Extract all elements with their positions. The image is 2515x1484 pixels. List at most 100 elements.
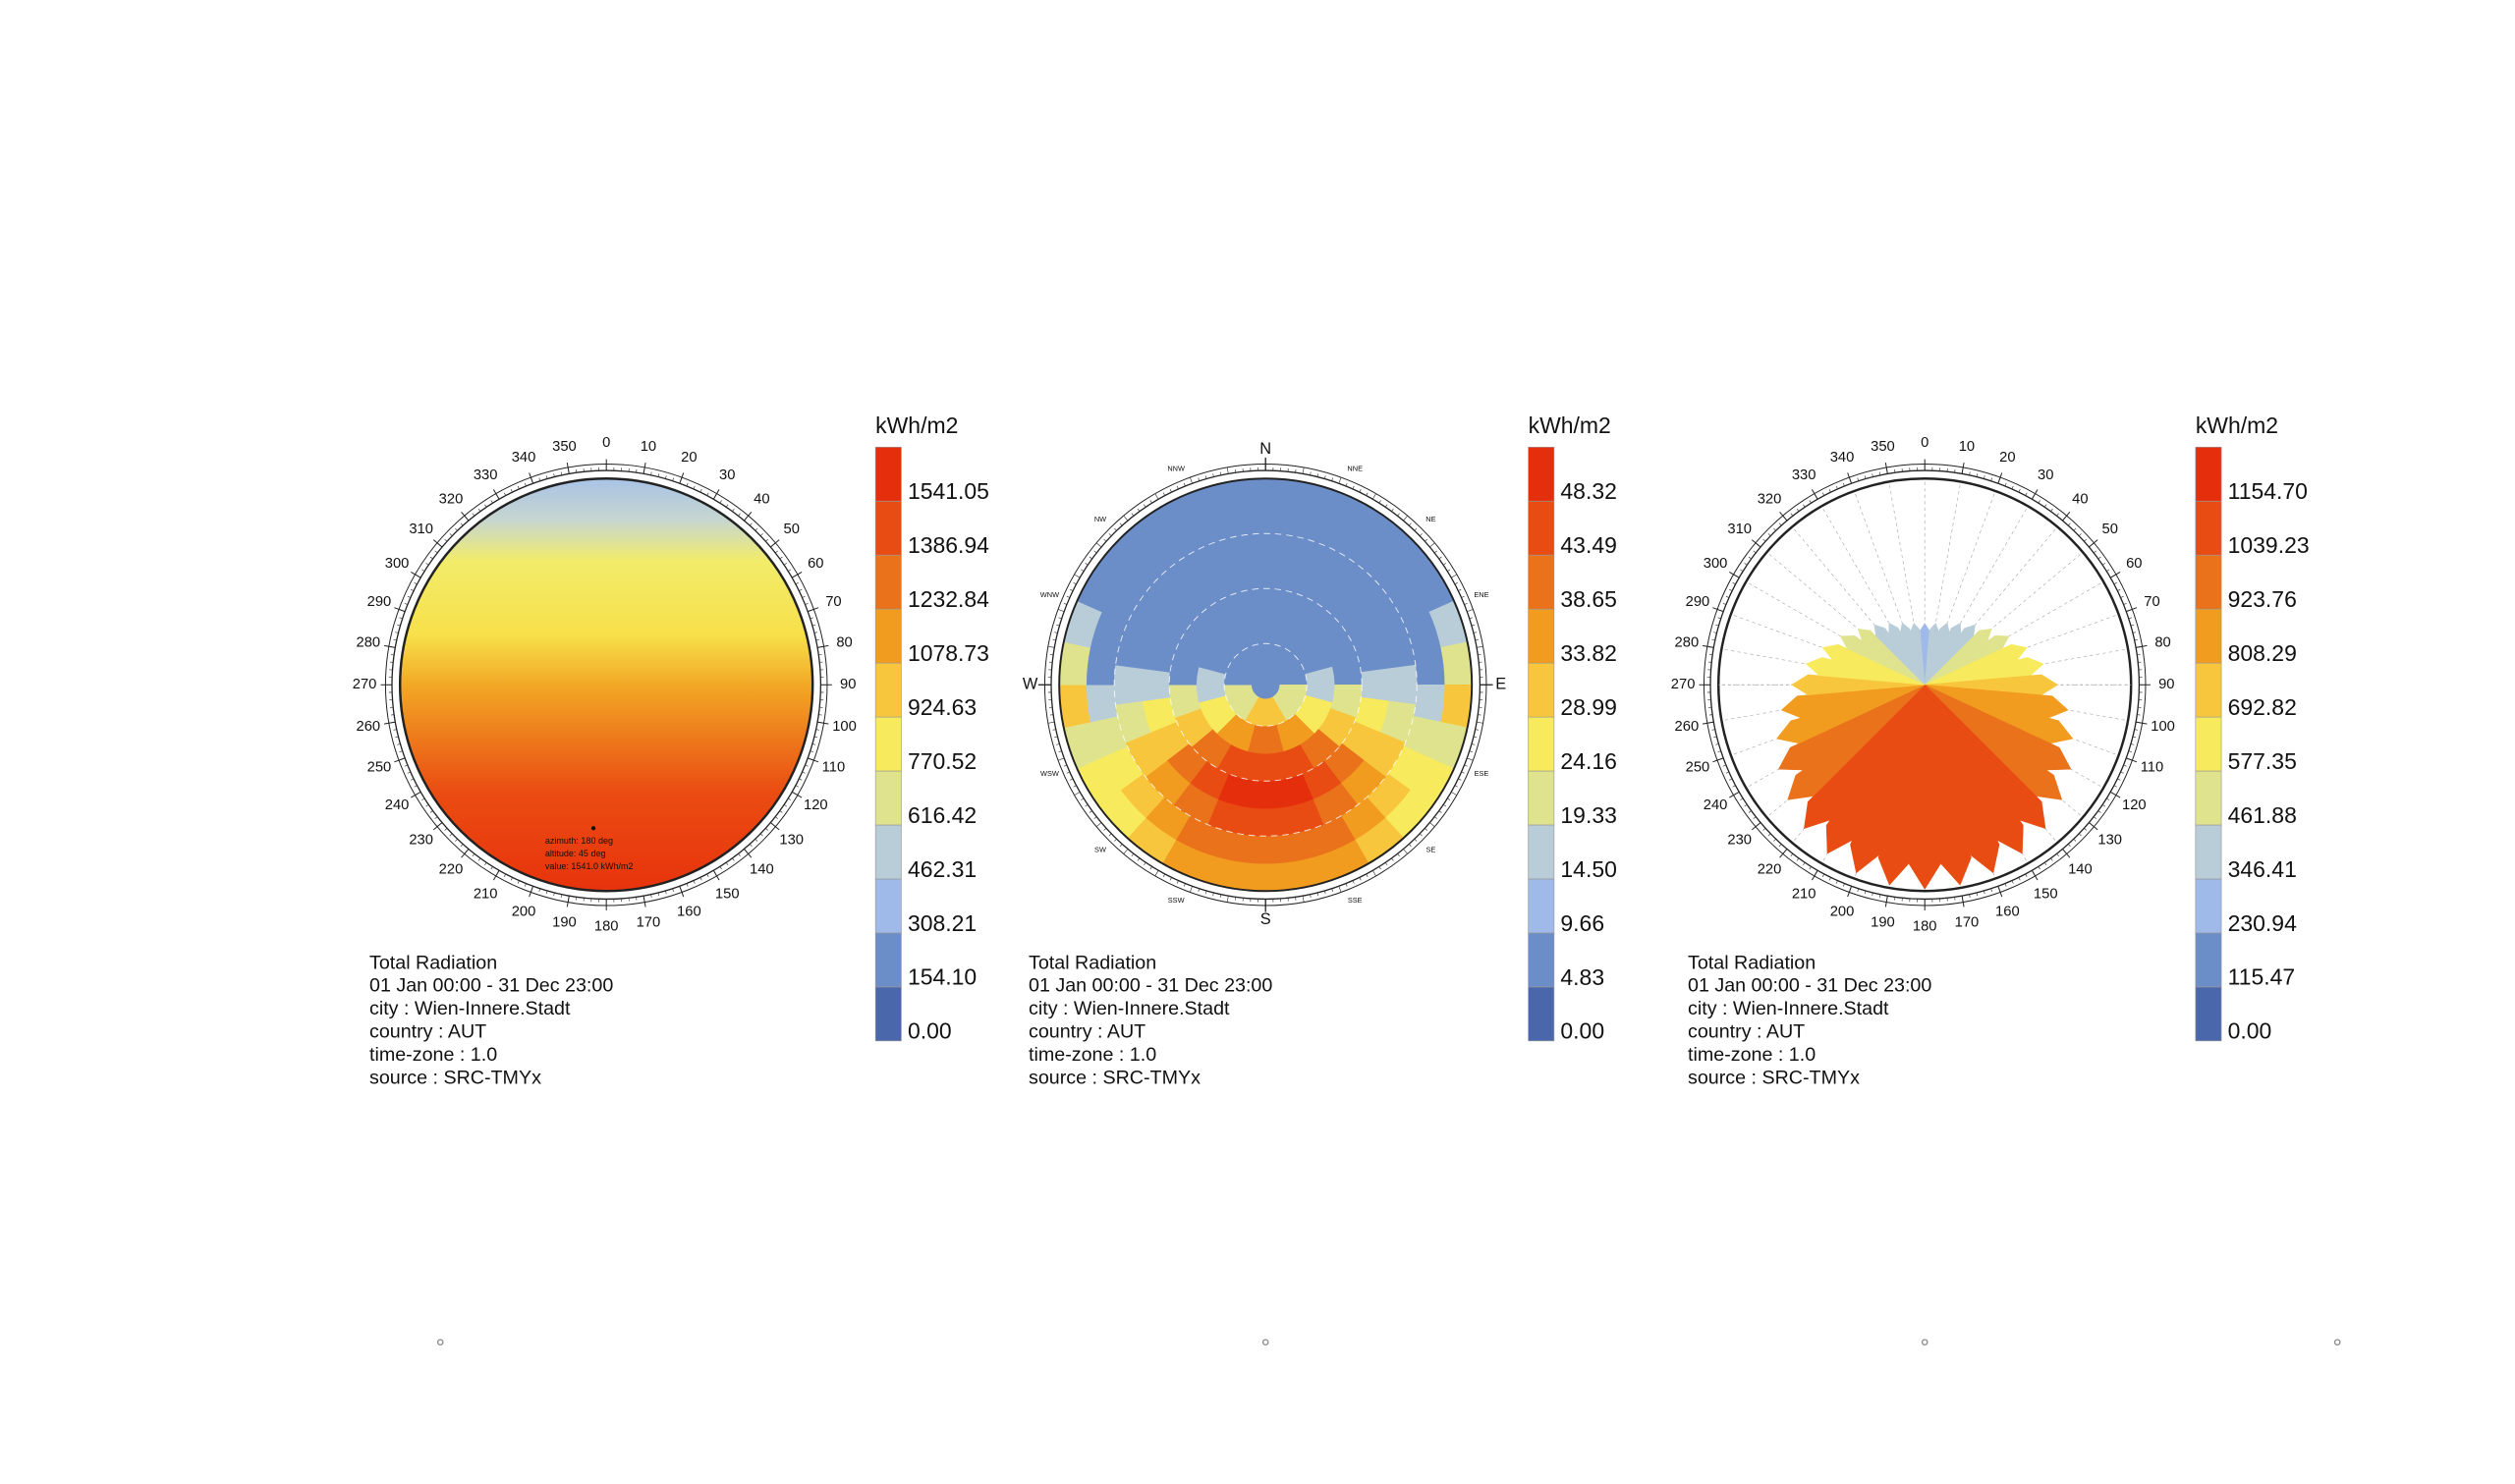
ring-tick [460,522,464,526]
angle-label: 240 [385,797,410,813]
ring-tick [1447,569,1451,572]
angle-label: 40 [2072,492,2088,508]
angle-tick [529,886,534,898]
ring-tick [1114,838,1117,842]
ring-tick [1056,743,1060,745]
ring-tick [799,778,803,781]
ring-tick [795,785,799,788]
ring-tick [2097,810,2101,813]
legend-swatch [2195,446,2222,502]
angle-label: 300 [1704,556,1728,572]
footer-markers [436,1339,2341,1346]
ring-tick [1198,477,1201,481]
ring-tick [407,771,411,774]
ring-tick [1458,778,1462,781]
angle-label: 20 [681,450,697,466]
ring-tick [1359,489,1362,493]
angle-label: 50 [2102,522,2118,537]
angle-tick [679,886,685,898]
angle-label: 210 [474,886,498,902]
ring-tick [1809,866,1812,870]
ring-tick [395,632,399,633]
angle-label: 220 [439,862,464,878]
angle-label: 240 [1704,797,1728,813]
ring-tick [414,785,418,788]
angle-label: 70 [2144,594,2159,610]
ring-tick [1732,581,1736,585]
angle-tick [816,644,829,648]
ring-tick [538,888,541,893]
ring-tick [1729,778,1733,781]
ring-tick [1475,729,1479,731]
ring-tick [2078,533,2082,536]
ring-tick [1722,602,1727,605]
sky-patch [1141,668,1171,701]
ring-tick [2073,838,2077,842]
angle-label: 290 [1686,594,1710,610]
info-line: city : Wien-Innere.Stadt [369,998,571,1019]
ring-tick [1715,743,1719,745]
ring-tick [1366,873,1369,877]
ring-tick [1103,828,1107,831]
ring-tick [1219,471,1222,475]
angle-tick [1779,849,1788,858]
ring-tick [1464,602,1468,605]
info-line: time-zone : 1.0 [1688,1044,1816,1066]
legend-swatch [2195,986,2222,1042]
ring-tick [477,508,481,512]
ring-tick [813,632,818,633]
info-line: source : SRC-TMYx [1029,1068,1201,1089]
ring-tick [1366,492,1369,496]
angle-label: 110 [822,759,846,775]
ring-tick [2025,873,2028,877]
ring-tick [1054,632,1058,633]
sky-patch [1086,647,1118,686]
ring-tick [1176,485,1179,490]
ring-tick [2004,482,2007,487]
ring-tick [1316,473,1319,477]
angle-tick [1712,757,1724,763]
ring-tick [1226,467,1229,474]
legend-label: 808.29 [2228,640,2297,666]
ring-tick [2132,632,2137,633]
ring-tick [1864,890,1867,895]
ring-tick [2101,804,2106,807]
ring-tick [1990,477,1992,481]
ring-tick [749,522,753,526]
angle-tick [770,822,780,831]
legend-label: 9.66 [1560,910,1604,936]
ring-tick [1204,890,1207,895]
angle-tick [566,462,570,474]
ring-tick [1454,785,1458,788]
ring-tick [1729,588,1733,591]
ring-tick [1451,574,1458,578]
sky-patch [1245,806,1286,837]
annotation: value: 1541.0 kWh/m2 [545,861,634,871]
ring-tick [1378,866,1381,870]
ring-tick [1425,828,1428,831]
angle-label: 280 [357,634,381,650]
ring-tick [813,736,818,739]
ring-tick [1057,757,1065,761]
ring-tick [1717,750,1721,753]
ring-tick [665,890,667,895]
angle-tick [383,721,396,725]
ring-tick [699,877,702,881]
ring-tick [1074,574,1081,578]
legend-label: 43.49 [1560,532,1616,558]
ring-tick [1338,886,1342,893]
angle-label: 210 [1792,886,1816,902]
ring-tick [1969,894,1971,898]
ring-tick [1725,771,1730,774]
ring-tick [1054,736,1058,739]
ring-tick [657,473,660,477]
ring-tick [759,833,763,837]
angle-tick [432,539,443,548]
ring-tick [1438,810,1442,813]
minor-compass-label: NE [1425,515,1435,523]
ring-tick [1429,822,1435,827]
angle-label: 90 [2158,677,2174,692]
ring-tick [2038,866,2040,870]
ring-tick [2123,764,2127,767]
angle-tick [1811,489,1818,500]
